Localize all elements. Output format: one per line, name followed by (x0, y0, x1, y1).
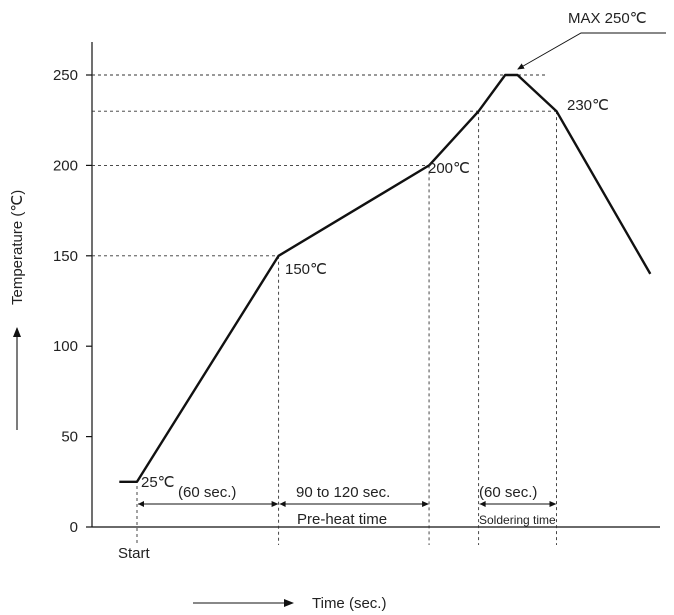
y-axis-title: Temperature (℃) (9, 190, 26, 305)
interval-arrow-head (138, 501, 144, 507)
label-max-250c: MAX 250℃ (568, 10, 647, 27)
max-callout-leader (517, 32, 666, 70)
interval-arrow-head (279, 501, 286, 507)
label-preheat-time: Pre-heat time (297, 511, 387, 528)
label-150c: 150℃ (285, 261, 327, 278)
y-tick-label: 200 (53, 157, 78, 174)
y-tick-label: 250 (53, 67, 78, 84)
label-seg2: 90 to 120 sec. (296, 484, 390, 501)
label-seg3: (60 sec.) (479, 484, 537, 501)
interval-arrows (138, 501, 557, 507)
x-axis-title: Time (sec.) (312, 595, 386, 612)
y-tick-label: 50 (61, 429, 78, 446)
y-ticks: 0 50 100 150 200 250 (53, 67, 92, 536)
label-seg1: (60 sec.) (178, 484, 236, 501)
temperature-profile-line (119, 73, 652, 483)
label-soldering-time: Soldering time (479, 513, 556, 527)
label-200c: 200℃ (428, 160, 470, 177)
y-tick-label: 0 (70, 519, 78, 536)
y-tick-label: 100 (53, 338, 78, 355)
label-start: Start (118, 545, 151, 562)
interval-arrow-head (479, 501, 486, 507)
guide-lines (92, 74, 557, 545)
label-230c: 230℃ (567, 97, 609, 114)
y-tick-label: 150 (53, 248, 78, 265)
label-25c: 25℃ (141, 474, 175, 491)
